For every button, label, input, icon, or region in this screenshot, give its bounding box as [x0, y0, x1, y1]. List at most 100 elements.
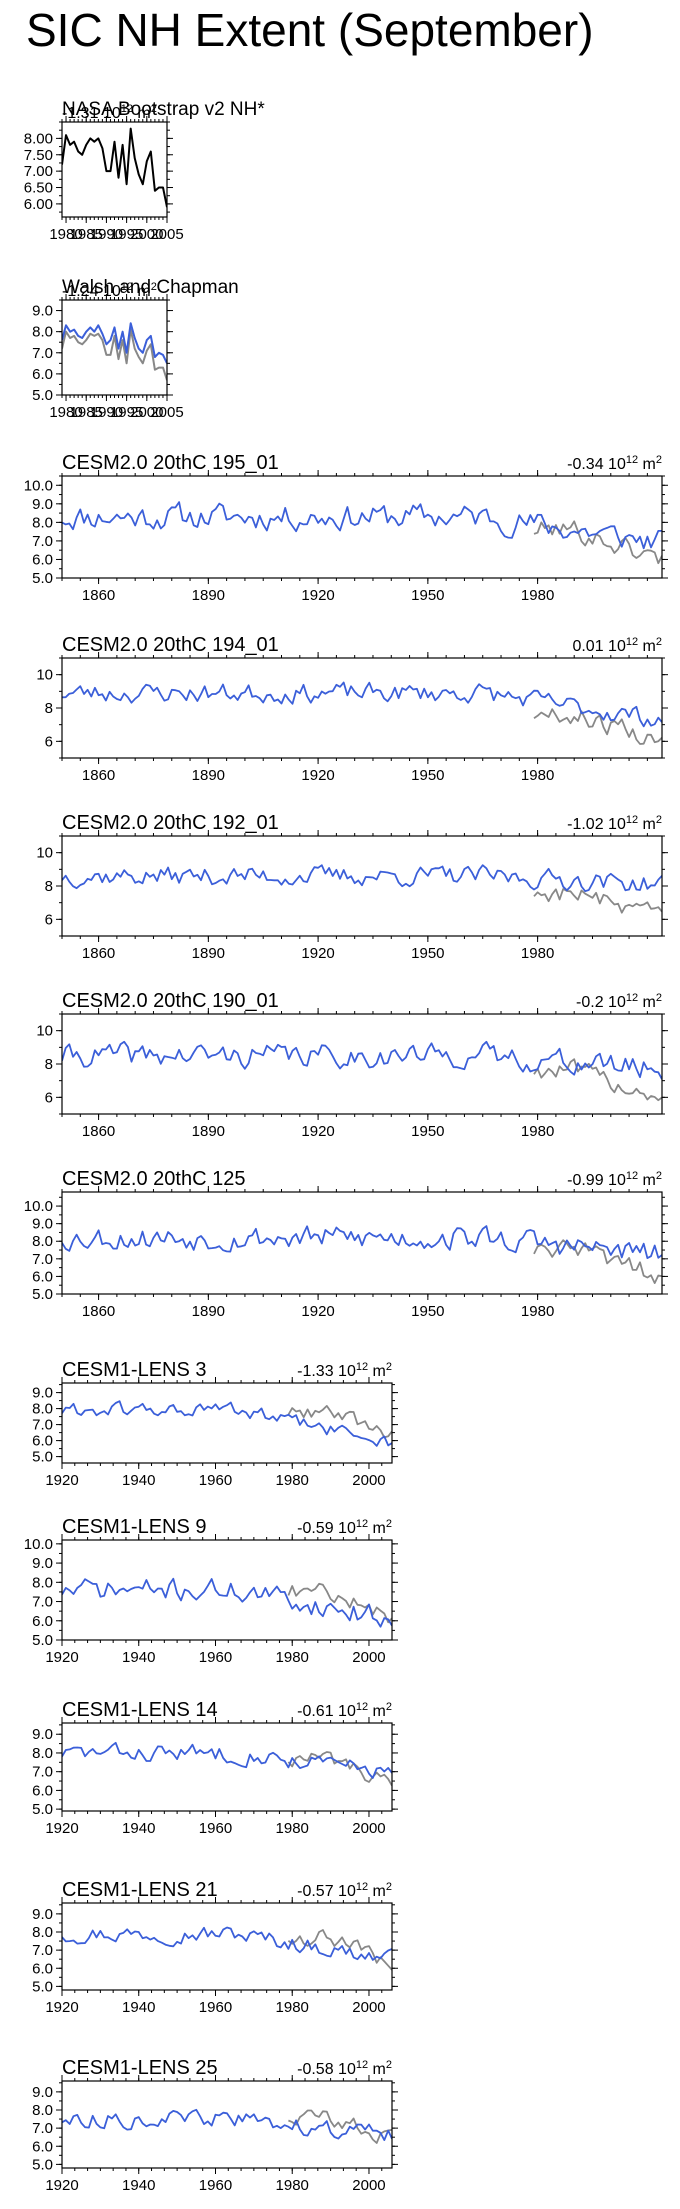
y-tick-label: 7.0	[32, 2120, 53, 2137]
y-tick-label: 5.0	[32, 387, 53, 404]
x-tick-label: 2005	[150, 226, 183, 243]
y-tick-label: 8.0	[32, 1401, 53, 1418]
series-line	[62, 501, 662, 550]
y-tick-label: 9.0	[32, 1906, 53, 1923]
x-tick-label: 1940	[122, 1820, 155, 1837]
x-tick-label: 1960	[199, 2177, 232, 2194]
x-tick-label: 2000	[352, 1649, 385, 1666]
x-tick-label: 1890	[192, 1123, 225, 1140]
x-tick-label: 1860	[82, 1303, 115, 1320]
panel-nasa: NASA Bootstrap v2 NH*-1.31 1012 m26.006.…	[24, 99, 266, 243]
y-tick-label: 8.0	[32, 2102, 53, 2119]
trend-value: -0.57 1012 m2	[297, 1881, 392, 1900]
series-line	[533, 1239, 662, 1284]
page-title: SIC NH Extent (September)	[26, 4, 594, 56]
y-tick-label: 6.0	[32, 1782, 53, 1799]
x-tick-label: 1995	[110, 404, 143, 421]
y-tick-label: 8.0	[32, 1924, 53, 1941]
x-tick-label: 1920	[301, 587, 334, 604]
x-tick-label: 1940	[122, 2177, 155, 2194]
series-line	[287, 1929, 392, 1971]
panel-walsh: Walsh and Chapman-1.24 1012 m25.06.07.08…	[32, 277, 239, 421]
x-tick-label: 1960	[199, 1999, 232, 2016]
panel-lens_9: CESM1-LENS 9 -0.59 1012 m2 5.0 6.0 7.0 8.0 9.0…	[24, 1516, 398, 1666]
x-tick-label: 1860	[82, 945, 115, 962]
trend-value: -0.34 1012 m2	[567, 454, 662, 473]
trend-value: 0.01 1012 m2	[572, 636, 662, 655]
series-line	[287, 1582, 392, 1624]
series-line	[62, 1577, 392, 1628]
x-tick-label: 1860	[82, 767, 115, 784]
y-tick-label: 6.0	[32, 1960, 53, 1977]
panel-title: CESM2.0 20thC 195_01	[62, 452, 279, 474]
plot-frame	[61, 1382, 393, 1464]
x-tick-label: 1950	[411, 587, 444, 604]
y-tick-label: 5.0	[32, 1449, 53, 1466]
x-tick-label: 1980	[276, 1472, 309, 1489]
x-tick-label: 1920	[301, 1303, 334, 1320]
x-tick-label: 1890	[192, 1303, 225, 1320]
trend-value: -1.02 1012 m2	[567, 814, 662, 833]
y-tick-label: 5.0	[32, 1632, 53, 1649]
series-line	[533, 708, 662, 745]
y-tick-label: 6	[45, 911, 53, 928]
trend-value: -1.33 1012 m2	[297, 1361, 392, 1380]
y-tick-label: 6.0	[32, 366, 53, 383]
x-tick-label: 1980	[521, 767, 554, 784]
panel-title: CESM2.0 20thC 125	[62, 1168, 245, 1190]
y-tick-label: 8	[45, 878, 53, 895]
plot-frame	[61, 121, 168, 218]
x-tick-label: 1980	[521, 587, 554, 604]
y-tick-label: 5.0	[32, 1286, 53, 1303]
plot-frame	[61, 1722, 393, 1812]
y-tick-label: 10.0	[24, 1536, 53, 1553]
y-tick-label: 7.0	[32, 1594, 53, 1611]
x-tick-label: 1950	[411, 945, 444, 962]
x-tick-label: 2000	[352, 1820, 385, 1837]
series-line	[62, 1400, 392, 1447]
y-tick-label: 6.00	[24, 196, 53, 213]
series-line	[62, 322, 167, 364]
panel-title: CESM1-LENS 14	[62, 1699, 218, 1721]
x-tick-label: 2000	[130, 404, 163, 421]
y-tick-label: 8.0	[32, 1745, 53, 1762]
x-tick-label: 1960	[199, 1472, 232, 1489]
x-tick-label: 1990	[90, 226, 123, 243]
y-tick-label: 6.0	[32, 1433, 53, 1450]
panel-title: CESM2.0 20thC 190_01	[62, 990, 279, 1012]
x-tick-label: 1960	[199, 1820, 232, 1837]
x-tick-label: 1960	[199, 1649, 232, 1666]
y-tick-label: 9.0	[32, 496, 53, 513]
y-tick-label: 7.0	[32, 1251, 53, 1268]
series-line	[288, 2109, 392, 2144]
panel-title: CESM1-LENS 25	[62, 2057, 218, 2079]
x-tick-label: 1940	[122, 1999, 155, 2016]
y-tick-label: 6.50	[24, 180, 53, 197]
x-tick-label: 1980	[276, 1649, 309, 1666]
y-tick-label: 9.0	[32, 1385, 53, 1402]
panel-cesm2_194_01: CESM2.0 20thC 194_01 0.01 1012 m2 6 8 10 1860…	[36, 634, 668, 784]
x-tick-label: 2000	[352, 1999, 385, 2016]
x-tick-label: 1980	[49, 226, 82, 243]
x-tick-label: 1980	[276, 2177, 309, 2194]
panel-cesm2_125: CESM2.0 20thC 125 -0.99 1012 m2 5.06.07.08…	[24, 1168, 668, 1320]
panel-title: Walsh and Chapman	[62, 277, 239, 298]
y-tick-label: 7.00	[24, 163, 53, 180]
x-tick-label: 1950	[411, 1123, 444, 1140]
x-tick-label: 1985	[70, 226, 103, 243]
panel-lens_14: CESM1-LENS 14 -0.61 1012 m2 5.0 6.07.0 8.0 9.…	[32, 1699, 398, 1837]
y-tick-label: 10	[36, 667, 53, 684]
x-tick-label: 1940	[122, 1472, 155, 1489]
y-tick-label: 5.0	[32, 570, 53, 587]
panel-title: CESM1-LENS 9	[62, 1516, 207, 1538]
y-tick-label: 6.0	[32, 1268, 53, 1285]
x-tick-label: 1860	[82, 587, 115, 604]
x-tick-label: 1920	[301, 1123, 334, 1140]
y-tick-label: 7.0	[32, 1764, 53, 1781]
x-tick-label: 1980	[49, 404, 82, 421]
x-tick-label: 1920	[45, 1472, 78, 1489]
x-tick-label: 1890	[192, 945, 225, 962]
x-tick-label: 1980	[521, 945, 554, 962]
y-tick-label: 6.0	[32, 551, 53, 568]
